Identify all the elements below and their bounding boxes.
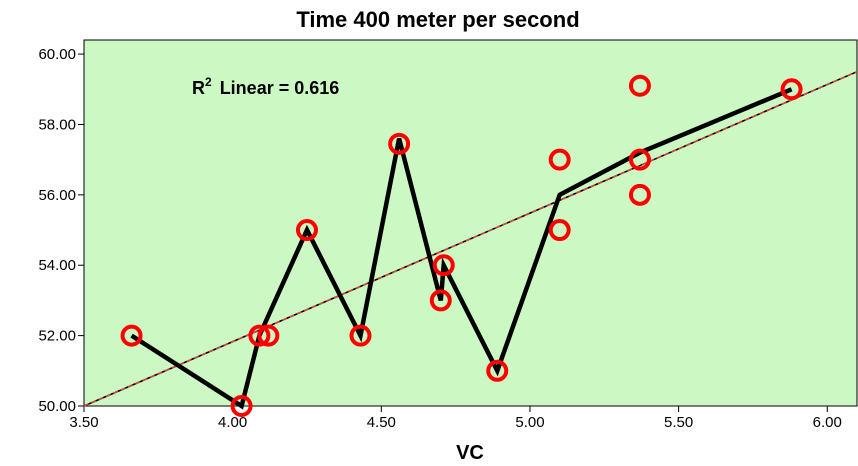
data-point [248, 324, 271, 347]
y-tick-label: 58.00 [38, 116, 76, 133]
data-point [780, 78, 803, 101]
r-base: R [192, 78, 205, 98]
data-point [257, 324, 280, 347]
data-point [120, 324, 143, 347]
data-point [388, 132, 411, 155]
y-tick-label: 56.00 [38, 187, 76, 204]
axes: 50.00 52.00 54.00 56.00 58.00 60.00 3.50 4.00 4.… [38, 40, 857, 431]
x-tick-label: 6.00 [813, 414, 842, 431]
x-tick-label: 5.00 [515, 414, 544, 431]
x-axis-label: VC [456, 442, 484, 464]
r-squared-value: Linear = 0.616 [220, 78, 340, 98]
data-point [628, 183, 651, 206]
y-tick-label: 54.00 [38, 257, 76, 274]
data-point [548, 219, 571, 242]
interpolation-line [130, 87, 793, 410]
interpolation-line-layer [130, 87, 793, 410]
data-point [429, 289, 452, 312]
y-tick-label: 52.00 [38, 328, 76, 345]
data-point [628, 74, 651, 97]
data-point [628, 148, 651, 171]
x-tick-label: 3.50 [69, 414, 98, 431]
data-point [486, 359, 509, 382]
data-point [548, 148, 571, 171]
y-tick-label: 60.00 [38, 46, 76, 63]
data-point [295, 219, 318, 242]
x-tick-label: 4.00 [218, 414, 247, 431]
y-tick-label: 50.00 [38, 398, 76, 415]
x-tick-label: 4.50 [367, 414, 396, 431]
points-layer [120, 74, 803, 417]
data-point [432, 254, 455, 277]
r-superscript: 2 [205, 75, 212, 89]
r-squared-annotation: R2 Linear = 0.616 [192, 75, 339, 98]
fit-line [83, 71, 858, 407]
chart-title: Time 400 meter per second [296, 7, 579, 32]
fit-line-layer [83, 70, 858, 407]
data-point [230, 395, 253, 417]
x-tick-label: 5.50 [664, 414, 693, 431]
plot-area [83, 39, 858, 407]
data-point [349, 324, 372, 347]
